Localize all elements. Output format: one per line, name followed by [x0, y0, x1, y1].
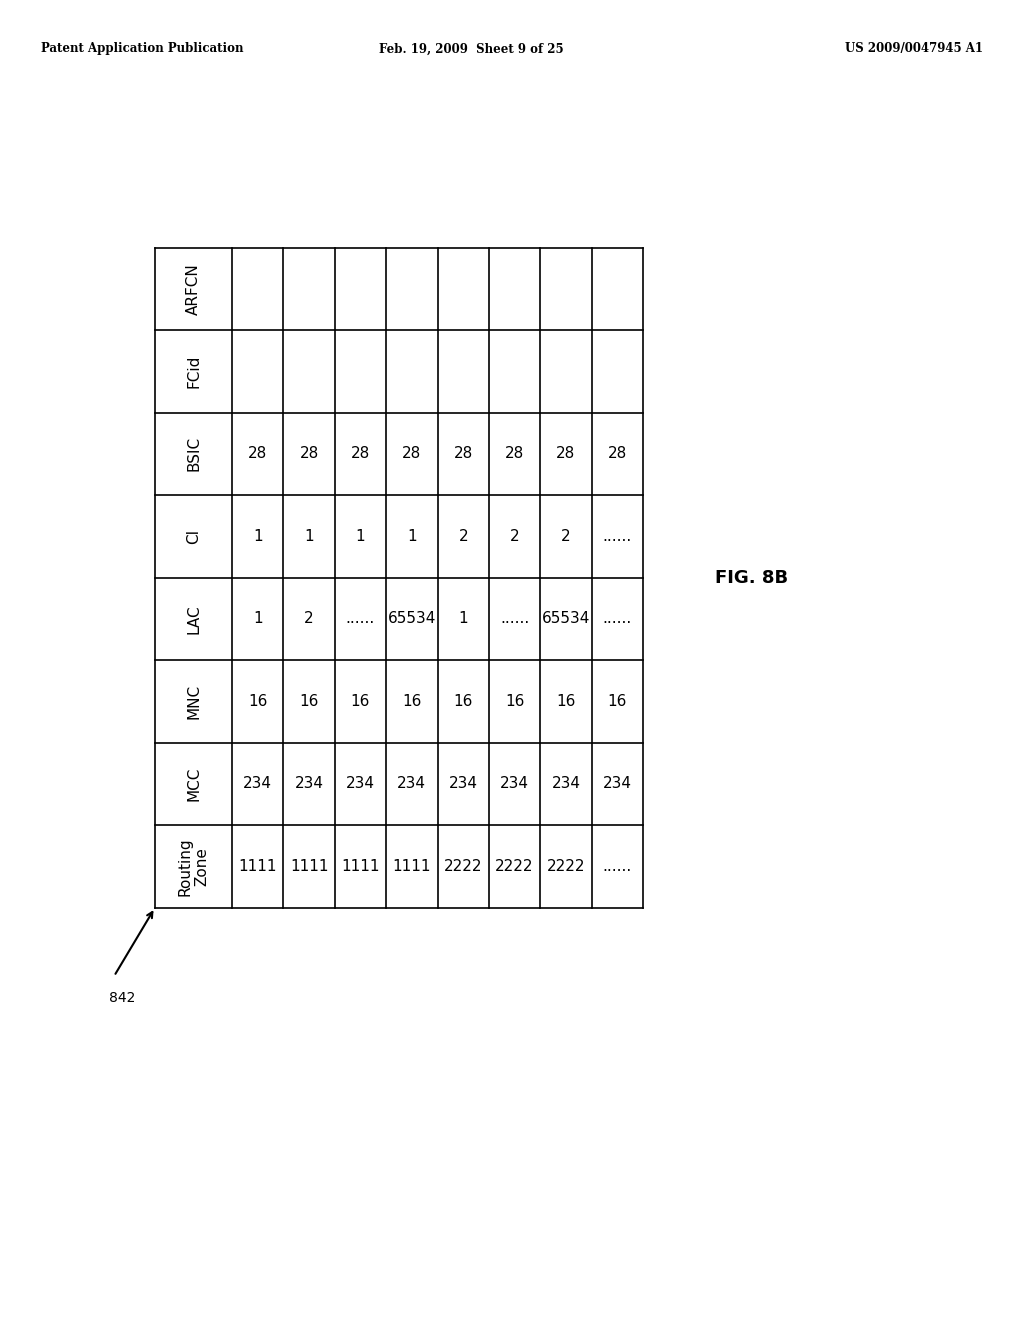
Text: 28: 28 [299, 446, 318, 462]
Text: 16: 16 [454, 694, 473, 709]
Text: 2222: 2222 [547, 859, 585, 874]
Text: ......: ...... [603, 611, 632, 627]
Text: CI: CI [186, 529, 201, 544]
Text: 2: 2 [304, 611, 314, 627]
Text: 234: 234 [552, 776, 581, 792]
Text: 1: 1 [407, 529, 417, 544]
Text: 234: 234 [500, 776, 529, 792]
Text: US 2009/0047945 A1: US 2009/0047945 A1 [845, 42, 983, 55]
Text: 16: 16 [351, 694, 370, 709]
Text: 234: 234 [603, 776, 632, 792]
Text: Routing
Zone: Routing Zone [177, 837, 210, 896]
Text: 65534: 65534 [542, 611, 590, 627]
Text: 16: 16 [299, 694, 318, 709]
Text: 234: 234 [295, 776, 324, 792]
Text: 2: 2 [561, 529, 570, 544]
Text: 1: 1 [253, 529, 262, 544]
Text: 2222: 2222 [444, 859, 482, 874]
Text: FCid: FCid [186, 355, 201, 388]
Text: 65534: 65534 [388, 611, 436, 627]
Text: MNC: MNC [186, 684, 201, 719]
Text: 1: 1 [253, 611, 262, 627]
Text: BSIC: BSIC [186, 437, 201, 471]
Text: 842: 842 [109, 991, 135, 1005]
Text: Patent Application Publication: Patent Application Publication [41, 42, 244, 55]
Text: Feb. 19, 2009  Sheet 9 of 25: Feb. 19, 2009 Sheet 9 of 25 [379, 42, 563, 55]
Text: 28: 28 [454, 446, 473, 462]
Text: MCC: MCC [186, 767, 201, 801]
Text: 16: 16 [402, 694, 422, 709]
Text: 28: 28 [505, 446, 524, 462]
Text: 28: 28 [402, 446, 422, 462]
Text: 1111: 1111 [239, 859, 276, 874]
Text: ARFCN: ARFCN [186, 263, 201, 314]
Text: 234: 234 [244, 776, 272, 792]
Text: 2: 2 [459, 529, 468, 544]
Text: 1: 1 [304, 529, 314, 544]
Text: 28: 28 [248, 446, 267, 462]
Text: 28: 28 [556, 446, 575, 462]
Text: LAC: LAC [186, 605, 201, 634]
Text: 2: 2 [510, 529, 519, 544]
Text: 28: 28 [607, 446, 627, 462]
Text: 2222: 2222 [496, 859, 534, 874]
Text: 1111: 1111 [392, 859, 431, 874]
Text: ......: ...... [346, 611, 375, 627]
Text: 1111: 1111 [290, 859, 329, 874]
Text: FIG. 8B: FIG. 8B [715, 569, 787, 586]
Text: 28: 28 [351, 446, 370, 462]
Text: ......: ...... [500, 611, 529, 627]
Text: 16: 16 [505, 694, 524, 709]
Text: 16: 16 [248, 694, 267, 709]
Text: 234: 234 [449, 776, 478, 792]
Text: ......: ...... [603, 859, 632, 874]
Text: 16: 16 [556, 694, 575, 709]
Text: ......: ...... [603, 529, 632, 544]
Text: 16: 16 [607, 694, 627, 709]
Text: 234: 234 [346, 776, 375, 792]
Text: 1: 1 [459, 611, 468, 627]
Text: 234: 234 [397, 776, 426, 792]
Text: 1111: 1111 [341, 859, 380, 874]
Text: 1: 1 [355, 529, 366, 544]
